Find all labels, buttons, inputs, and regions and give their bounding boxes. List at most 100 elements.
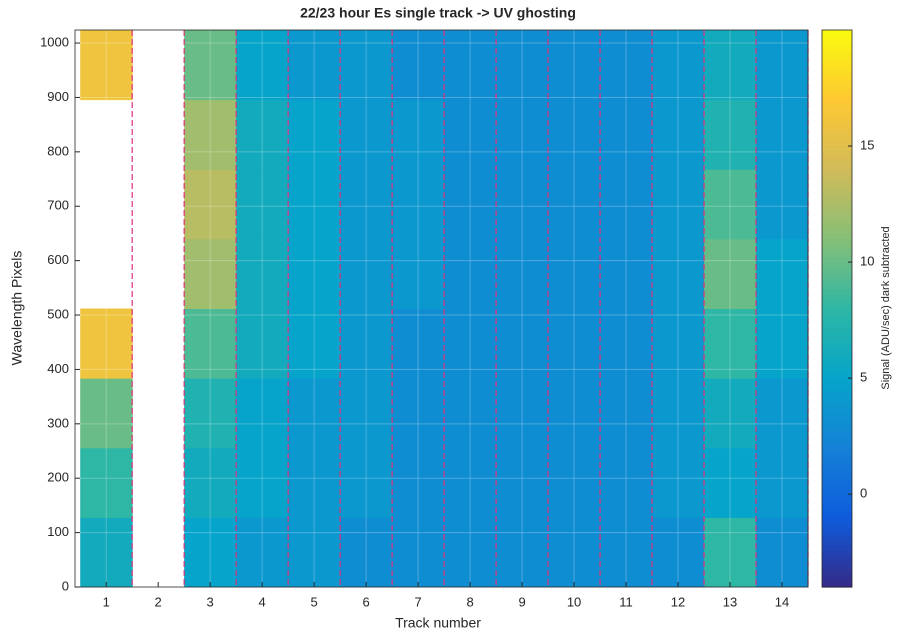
heatmap-cell	[80, 308, 133, 379]
colorbar-swatch	[822, 53, 852, 59]
colorbar-swatch	[822, 522, 852, 528]
heatmap-cell	[756, 99, 809, 170]
colorbar-swatch	[822, 178, 852, 184]
colorbar-swatch	[822, 85, 852, 91]
heatmap-cell	[184, 308, 237, 379]
colorbar-swatch	[822, 67, 852, 73]
heatmap-cell	[652, 447, 705, 518]
colorbar-swatch	[822, 331, 852, 337]
heatmap-cell	[340, 238, 393, 309]
heatmap-cell	[496, 447, 549, 518]
colorbar-swatch	[822, 359, 852, 365]
colorbar-swatch	[822, 424, 852, 430]
y-tick-label: 500	[47, 306, 69, 321]
heatmap-cell	[704, 447, 757, 518]
colorbar-label: Signal (ADU/sec) dark subtracted	[880, 226, 892, 389]
colorbar-swatch	[822, 299, 852, 305]
colorbar-swatch	[822, 183, 852, 189]
colorbar-swatch	[822, 276, 852, 282]
colorbar-swatch	[822, 443, 852, 449]
heatmap-cell	[444, 30, 497, 101]
plot-frame	[74, 29, 809, 588]
colorbar-swatch	[822, 266, 852, 272]
y-tick-label: 400	[47, 361, 69, 376]
colorbar-frame	[821, 29, 853, 588]
heatmap-cell	[444, 99, 497, 170]
heatmap-cell	[392, 308, 445, 379]
colorbar-swatch	[822, 229, 852, 235]
heatmap-cell	[600, 447, 653, 518]
colorbar-swatch	[822, 34, 852, 40]
colorbar-swatch	[822, 248, 852, 254]
colorbar-swatch	[822, 475, 852, 481]
y-axis-label: Wavelength Pixels	[9, 251, 25, 366]
colorbar-swatch	[822, 526, 852, 532]
colorbar-swatch	[822, 531, 852, 537]
heatmap-cell	[652, 238, 705, 309]
heatmap-cell	[80, 447, 133, 518]
heatmap-cell	[340, 378, 393, 449]
colorbar-swatch	[822, 322, 852, 328]
colorbar-swatch	[822, 122, 852, 129]
heatmap-cell	[756, 447, 809, 518]
colorbar-swatch	[822, 150, 852, 156]
heatmap-cell	[548, 378, 601, 449]
heatmap-cell	[184, 99, 237, 170]
colorbar-swatch	[822, 303, 852, 310]
heatmap-cell	[392, 517, 445, 588]
x-tick-label: 3	[207, 594, 214, 609]
colorbar-swatch	[822, 257, 852, 263]
heatmap-cell	[548, 169, 601, 240]
heatmap-cell	[288, 238, 341, 309]
x-tick-label: 9	[518, 594, 525, 609]
heatmap-cell	[756, 378, 809, 449]
heatmap-cell	[756, 169, 809, 240]
colorbar-swatch	[822, 577, 852, 583]
colorbar-swatch	[822, 104, 852, 110]
heatmap-cell	[288, 30, 341, 101]
colorbar-swatch	[822, 480, 852, 486]
heatmap-cell	[236, 238, 289, 309]
colorbar-swatch	[822, 340, 852, 347]
heatmap-cell	[392, 169, 445, 240]
colorbar-swatch	[822, 252, 852, 259]
heatmap-cell	[496, 169, 549, 240]
colorbar-swatch	[822, 573, 852, 579]
colorbar-swatch	[822, 554, 852, 560]
heatmap-cell	[236, 378, 289, 449]
colorbar-tick-label: 5	[860, 370, 867, 385]
colorbar-swatch	[822, 401, 852, 407]
heatmap-cell	[600, 30, 653, 101]
heatmap-cell	[340, 447, 393, 518]
y-tick-label: 0	[62, 578, 69, 593]
colorbar-swatch	[822, 173, 852, 180]
colorbar-swatch	[822, 494, 852, 500]
colorbar-swatch	[822, 517, 852, 523]
colorbar-swatch	[822, 76, 852, 82]
colorbar-swatch	[822, 429, 852, 435]
heatmap-cell	[236, 99, 289, 170]
heatmap-cell	[340, 517, 393, 588]
colorbar-swatch	[822, 568, 852, 574]
colorbar-swatch	[822, 127, 852, 133]
colorbar-swatch	[822, 457, 852, 463]
colorbar-swatch	[822, 169, 852, 175]
heatmap-cell	[652, 169, 705, 240]
colorbar-swatch	[822, 433, 852, 440]
colorbar-swatch	[822, 132, 852, 138]
colorbar-swatch	[822, 94, 852, 101]
colorbar-swatch	[822, 582, 852, 588]
colorbar-swatch	[822, 48, 852, 54]
colorbar-swatch	[822, 438, 852, 444]
chart-title: 22/23 hour Es single track -> UV ghostin…	[300, 5, 576, 21]
colorbar-swatch	[822, 57, 852, 64]
colorbar-swatch	[822, 141, 852, 147]
heatmap-cell	[496, 378, 549, 449]
colorbar-swatch	[822, 155, 852, 161]
heatmap-cell	[548, 238, 601, 309]
y-tick-label: 300	[47, 415, 69, 430]
heatmap-cell	[288, 308, 341, 379]
colorbar-swatch	[822, 419, 852, 426]
colorbar-swatch	[822, 159, 852, 166]
